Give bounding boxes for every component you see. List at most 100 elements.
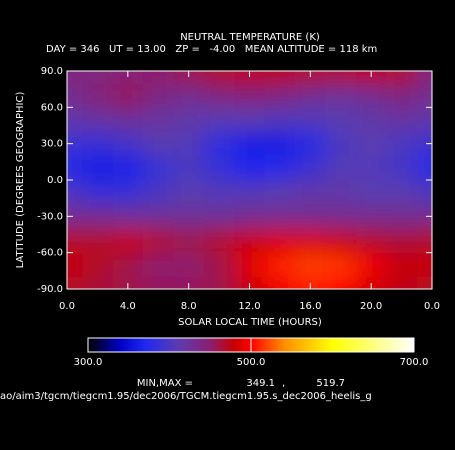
heat-cell	[325, 228, 357, 254]
heat-cell	[203, 228, 235, 254]
heat-cell	[82, 228, 114, 254]
heat-cell	[264, 252, 296, 278]
heatmap	[67, 71, 432, 289]
heat-cell	[82, 83, 114, 108]
heatmap-cells	[67, 71, 432, 289]
heat-cell	[234, 204, 266, 229]
chart-title: NEUTRAL TEMPERATURE (K)	[180, 32, 320, 43]
x-tick-label: 8.0	[181, 301, 197, 312]
y-tick-label: 60.0	[41, 102, 63, 113]
heat-cell	[82, 180, 114, 205]
x-tick-label: 4.0	[120, 301, 136, 312]
heat-cell	[173, 131, 205, 157]
heat-cell	[173, 228, 205, 254]
heat-cell	[173, 252, 205, 278]
heat-cell	[264, 155, 296, 181]
heat-cell	[82, 252, 114, 278]
heat-cell	[355, 276, 387, 289]
heat-cell	[295, 252, 327, 278]
heat-cell	[67, 71, 83, 84]
heat-cell	[143, 71, 174, 84]
heat-cell	[67, 131, 83, 157]
heat-cell	[173, 107, 205, 133]
heat-cell	[234, 228, 266, 254]
heat-cell	[386, 131, 418, 157]
heat-cell	[143, 107, 174, 133]
heat-cell	[143, 83, 174, 108]
y-tick-label: 30.0	[41, 139, 63, 150]
heat-cell	[355, 252, 387, 278]
heat-cell	[355, 83, 387, 108]
heat-cell	[355, 204, 387, 229]
heat-cell	[234, 180, 266, 205]
heat-cell	[386, 276, 418, 289]
heat-cell	[325, 131, 357, 157]
heat-cell	[325, 204, 357, 229]
y-axis-label: LATITUDE (DEGREES GEOGRAPHIC)	[15, 92, 26, 269]
x-tick-label: 0.0	[424, 301, 440, 312]
heat-cell	[264, 131, 296, 157]
colorbar-tick-label: 500.0	[237, 357, 266, 368]
heat-cell	[143, 228, 174, 254]
y-tick-label: -30.0	[37, 211, 63, 222]
y-tick-label: -60.0	[37, 248, 63, 259]
heat-cell	[234, 107, 266, 133]
heat-cell	[67, 276, 83, 289]
heat-cell	[416, 71, 432, 84]
heat-cell	[325, 83, 357, 108]
x-tick-label: 12.0	[238, 301, 260, 312]
heat-cell	[264, 228, 296, 254]
heat-cell	[295, 107, 327, 133]
heat-cell	[67, 228, 83, 254]
heat-cell	[203, 83, 235, 108]
heat-cell	[386, 71, 418, 84]
heat-cell	[67, 204, 83, 229]
heat-cell	[416, 180, 432, 205]
heat-cell	[82, 204, 114, 229]
heat-cell	[355, 71, 387, 84]
heat-cell	[203, 107, 235, 133]
heat-cell	[203, 252, 235, 278]
heat-cell	[264, 180, 296, 205]
heat-cell	[295, 204, 327, 229]
heat-cell	[173, 71, 205, 84]
heat-cell	[386, 252, 418, 278]
heat-cell	[143, 276, 174, 289]
heat-cell	[112, 228, 144, 254]
x-tick-label: 0.0	[59, 301, 75, 312]
colorbar-tick-label: 700.0	[400, 357, 429, 368]
heat-cell	[386, 180, 418, 205]
heat-cell	[203, 276, 235, 289]
heat-cell	[386, 107, 418, 133]
heat-cell	[355, 155, 387, 181]
heat-cell	[416, 131, 432, 157]
heat-cell	[143, 204, 174, 229]
heat-cell	[173, 276, 205, 289]
heat-cell	[264, 107, 296, 133]
heat-cell	[264, 83, 296, 108]
heat-cell	[325, 155, 357, 181]
heat-cell	[325, 107, 357, 133]
heat-cell	[203, 71, 235, 84]
heat-cell	[234, 71, 266, 84]
heat-cell	[416, 107, 432, 133]
heat-cell	[325, 252, 357, 278]
heat-cell	[386, 155, 418, 181]
heat-cell	[234, 252, 266, 278]
heat-cell	[416, 204, 432, 229]
heat-cell	[264, 71, 296, 84]
heat-cell	[325, 180, 357, 205]
heat-cell	[355, 107, 387, 133]
heat-cell	[386, 83, 418, 108]
heat-cell	[112, 252, 144, 278]
heat-cell	[295, 83, 327, 108]
heat-cell	[143, 155, 174, 181]
x-tick-label: 20.0	[360, 301, 382, 312]
heat-cell	[203, 131, 235, 157]
heat-cell	[82, 276, 114, 289]
colorbar-tick-label: 300.0	[74, 357, 103, 368]
heat-cell	[234, 276, 266, 289]
heat-cell	[386, 228, 418, 254]
heat-cell	[295, 180, 327, 205]
heat-cell	[295, 131, 327, 157]
